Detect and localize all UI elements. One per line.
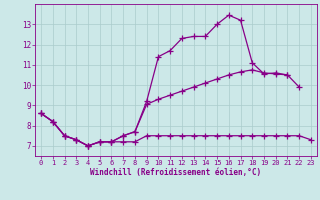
X-axis label: Windchill (Refroidissement éolien,°C): Windchill (Refroidissement éolien,°C) — [91, 168, 261, 177]
